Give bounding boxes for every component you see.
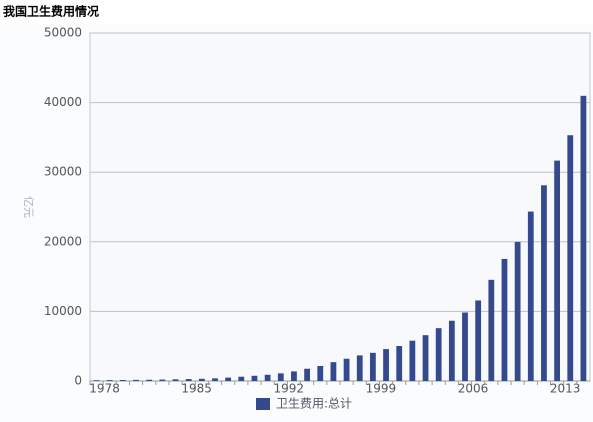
bar xyxy=(146,379,153,381)
bar xyxy=(567,135,574,381)
bar xyxy=(422,335,429,381)
x-tick-label: 1999 xyxy=(366,382,397,396)
bar xyxy=(172,379,179,381)
legend-label: 卫生费用:总计 xyxy=(276,397,352,411)
bar xyxy=(133,379,139,381)
y-tick-label: 20000 xyxy=(44,234,82,248)
x-tick-label: 1978 xyxy=(89,382,120,396)
y-tick-label: 40000 xyxy=(44,95,82,109)
x-tick-label: 1985 xyxy=(181,382,212,396)
x-tick-label: 2006 xyxy=(458,382,489,396)
bar xyxy=(93,380,100,381)
y-tick-label: 0 xyxy=(74,374,82,388)
legend-swatch xyxy=(256,398,270,410)
bar xyxy=(475,300,482,381)
bar xyxy=(185,379,192,381)
bar xyxy=(383,349,389,381)
bar xyxy=(198,378,205,381)
bar xyxy=(370,352,376,381)
bar xyxy=(343,358,350,381)
bar xyxy=(120,380,126,381)
bar xyxy=(159,379,166,381)
bar xyxy=(448,320,455,381)
bar xyxy=(541,185,547,381)
bar xyxy=(527,211,534,381)
bar xyxy=(356,355,363,381)
y-tick-label: 30000 xyxy=(44,165,82,179)
bar xyxy=(396,346,403,381)
bar xyxy=(264,374,271,381)
title-bar xyxy=(0,0,593,24)
bar xyxy=(317,366,324,381)
bar xyxy=(106,380,113,381)
bar xyxy=(554,160,560,381)
bar xyxy=(488,279,495,381)
bar xyxy=(225,377,232,381)
bar xyxy=(330,362,337,381)
bar xyxy=(291,371,297,381)
bar xyxy=(435,328,442,381)
bar xyxy=(238,376,245,381)
y-tick-label: 10000 xyxy=(44,304,82,318)
bar xyxy=(501,258,508,381)
bar xyxy=(462,312,468,381)
x-tick-label: 1992 xyxy=(274,382,305,396)
bar xyxy=(304,368,310,381)
bar xyxy=(409,340,416,381)
bar xyxy=(212,378,218,381)
chart-title: 我国卫生费用情况 xyxy=(3,4,99,19)
x-tick-label: 2013 xyxy=(550,382,581,396)
bar xyxy=(277,373,284,381)
y-tick-label: 50000 xyxy=(44,26,82,40)
bar xyxy=(251,375,258,381)
bar xyxy=(514,241,521,381)
y-axis-label: 亿元 xyxy=(22,196,35,218)
bar xyxy=(580,95,587,382)
